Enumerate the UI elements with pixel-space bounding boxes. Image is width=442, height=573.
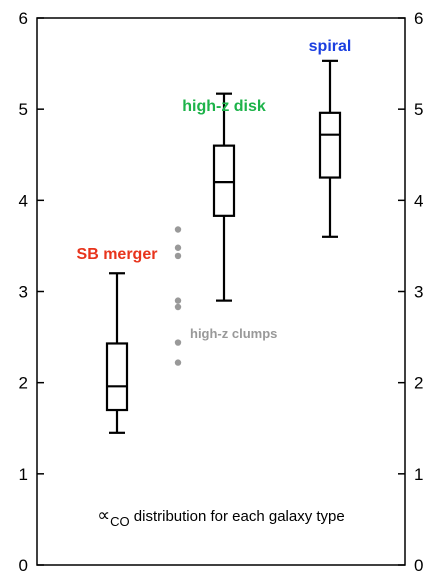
ytick-label-left-4: 4	[19, 191, 28, 210]
clump-label: high-z clumps	[190, 326, 277, 341]
ytick-label-left-2: 2	[19, 374, 28, 393]
ytick-label-right-5: 5	[414, 100, 423, 119]
ytick-label-left-3: 3	[19, 283, 28, 302]
clump-point	[174, 339, 182, 346]
caption-text: distribution for each galaxy type	[130, 508, 345, 525]
box-label-high-z-disk: high-z disk	[182, 98, 266, 115]
ytick-label-left-6: 6	[19, 9, 28, 28]
clump-point	[174, 303, 182, 311]
iqr-box	[105, 342, 129, 412]
box-label-sb-merger: SB merger	[77, 246, 158, 263]
caption-symbol: ∝	[97, 505, 110, 525]
box-high-z-disk	[212, 92, 236, 302]
labels-layer: SB merger high-z disk spiral high-z clumps	[77, 38, 352, 341]
clump-point	[174, 297, 182, 304]
box-spiral	[318, 59, 342, 238]
ytick-label-right-1: 1	[414, 465, 423, 484]
iqr-box	[318, 111, 342, 179]
ytick-label-right-6: 6	[414, 9, 423, 28]
clump-point	[174, 252, 182, 260]
points-layer	[174, 226, 182, 366]
left-axis: 0 1 2 3 4 5 6	[19, 9, 44, 573]
boxes-layer	[105, 59, 342, 434]
ytick-label-left-1: 1	[19, 465, 28, 484]
ytick-label-right-4: 4	[414, 191, 423, 210]
chart-caption: ∝CO distribution for each galaxy type	[97, 505, 344, 529]
clump-point	[174, 244, 182, 251]
ytick-label-right-3: 3	[414, 283, 423, 302]
clump-point	[174, 359, 182, 366]
ytick-label-right-2: 2	[414, 374, 423, 393]
caption-subscript: CO	[110, 514, 130, 529]
box-label-spiral: spiral	[309, 38, 352, 55]
box-sb-merger	[105, 272, 129, 434]
ytick-label-left-0: 0	[19, 556, 28, 573]
ytick-label-right-0: 0	[414, 556, 423, 573]
right-axis: 0 1 2 3 4 5 6	[398, 9, 423, 573]
clump-point	[174, 226, 182, 233]
ytick-label-left-5: 5	[19, 100, 28, 119]
iqr-box	[212, 144, 236, 217]
